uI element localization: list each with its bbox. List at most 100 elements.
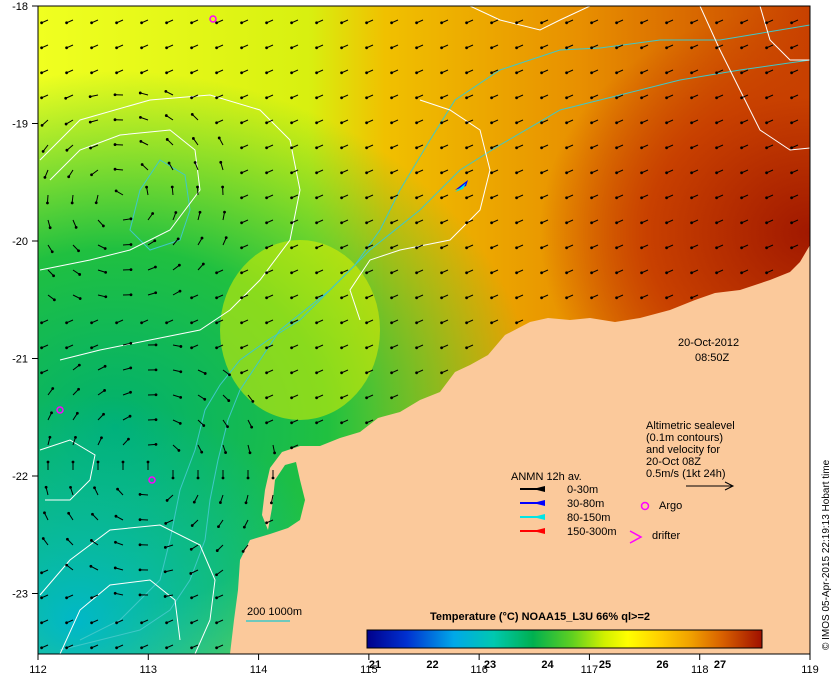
velocity-arrow-head [202, 424, 206, 427]
velocity-arrow-head [215, 121, 219, 125]
velocity-arrow-head [65, 563, 69, 567]
velocity-arrow-head [69, 485, 72, 489]
velocity-arrow-head [440, 246, 443, 250]
velocity-arrow-head [50, 411, 53, 415]
colorbar [366, 629, 763, 649]
velocity-arrow-head [104, 295, 108, 299]
drifter-legend-icon [629, 530, 643, 544]
anmn-mooring-marker [455, 183, 466, 192]
anmn-legend-item: 150-300m [520, 526, 617, 538]
velocity-arrow-head [89, 146, 92, 150]
velocity-arrow-head [290, 421, 293, 425]
velocity-arrow-head [290, 246, 293, 250]
velocity-arrow-head [91, 512, 94, 516]
velocity-arrow-head [690, 46, 693, 50]
velocity-arrow-head [265, 346, 268, 350]
velocity-arrow-head [340, 321, 343, 325]
velocity-arrow-head [265, 421, 268, 425]
velocity-arrow-head [690, 271, 693, 275]
velocity-arrow-head [540, 71, 543, 75]
velocity-arrow-head [265, 296, 268, 300]
velocity-arrow-head [52, 298, 56, 302]
colorbar-tick-label: 23 [484, 659, 496, 671]
x-tick-label: 119 [801, 664, 819, 676]
isobath-legend-label: 200 1000m [247, 606, 302, 618]
velocity-arrow-head [590, 96, 593, 100]
velocity-arrow-head [51, 387, 55, 390]
velocity-arrow-head [140, 646, 144, 650]
velocity-arrow-head [440, 296, 443, 300]
velocity-arrow-head [74, 435, 77, 439]
velocity-arrow-head [265, 271, 268, 275]
velocity-arrow-head [240, 21, 244, 25]
velocity-arrow-head [90, 321, 93, 325]
velocity-arrow-head [765, 171, 768, 175]
velocity-arrow-head [270, 501, 273, 505]
velocity-arrow-head [390, 146, 393, 150]
velocity-arrow-head [129, 268, 133, 272]
velocity-arrow-head [203, 372, 207, 375]
velocity-arrow-head [790, 121, 793, 125]
velocity-arrow-head [440, 121, 443, 125]
velocity-arrow-head [113, 118, 117, 122]
sealevel-contour [39, 94, 301, 361]
velocity-arrow-head [65, 596, 68, 600]
velocity-arrow-head [113, 167, 117, 171]
velocity-arrow-head [163, 545, 167, 549]
velocity-arrow-head [129, 243, 133, 246]
velocity-arrow-head [365, 71, 368, 75]
velocity-arrow-head [178, 421, 182, 425]
velocity-arrow-head [465, 196, 468, 200]
velocity-arrow-head [440, 321, 443, 325]
velocity-arrow-head [65, 346, 68, 350]
velocity-arrow-head [215, 621, 219, 625]
velocity-arrow-head [153, 239, 157, 243]
velocity-arrow-head [740, 271, 743, 275]
velocity-arrow-head [340, 196, 343, 200]
velocity-arrow-head [340, 121, 343, 125]
velocity-arrow-head [740, 71, 743, 75]
velocity-arrow-head [715, 121, 718, 125]
velocity-arrow-head [154, 265, 157, 269]
velocity-arrow-head [40, 571, 43, 575]
velocity-arrow-head [224, 451, 227, 454]
sealevel-contour [39, 439, 96, 501]
velocity-arrow-head [50, 250, 54, 254]
velocity-arrow-head [71, 460, 75, 464]
velocity-arrow-head [90, 646, 93, 650]
colorbar-tick-label: 27 [714, 659, 726, 671]
velocity-arrow-head [340, 271, 343, 275]
velocity-arrow-head [790, 146, 793, 150]
velocity-arrow-head [490, 96, 493, 100]
velocity-arrow-head [139, 115, 142, 119]
velocity-arrow-head [390, 271, 393, 275]
velocity-arrow-head [440, 46, 443, 50]
velocity-arrow-head [715, 246, 718, 250]
velocity-arrow-head [465, 146, 468, 150]
colorbar-tick-label: 24 [541, 659, 554, 671]
argo-float-marker [56, 406, 64, 414]
velocity-arrow-head [690, 171, 693, 175]
velocity-arrow-head [315, 296, 318, 300]
velocity-arrow-head [565, 171, 568, 175]
isobath-1000m-west [129, 159, 191, 251]
velocity-arrow-head [154, 418, 158, 422]
velocity-arrow-head [740, 171, 743, 175]
velocity-arrow-head [129, 293, 133, 297]
velocity-arrow-head [640, 221, 643, 225]
velocity-arrow-head [565, 271, 568, 275]
velocity-arrow-head [265, 171, 268, 175]
velocity-arrow-head [415, 296, 418, 300]
velocity-arrow-head [465, 46, 468, 50]
velocity-arrow-head [715, 171, 718, 175]
velocity-arrow-head [163, 595, 167, 598]
velocity-arrow-head [215, 346, 219, 350]
velocity-arrow-head [540, 146, 543, 150]
velocity-arrow-head [240, 96, 244, 100]
sealevel-contour [699, 6, 810, 151]
velocity-arrow-head [165, 621, 169, 625]
velocity-arrow-head [415, 21, 418, 25]
argo-legend-icon [640, 501, 650, 511]
velocity-arrow-head [715, 221, 718, 225]
velocity-arrow-head [139, 139, 143, 143]
